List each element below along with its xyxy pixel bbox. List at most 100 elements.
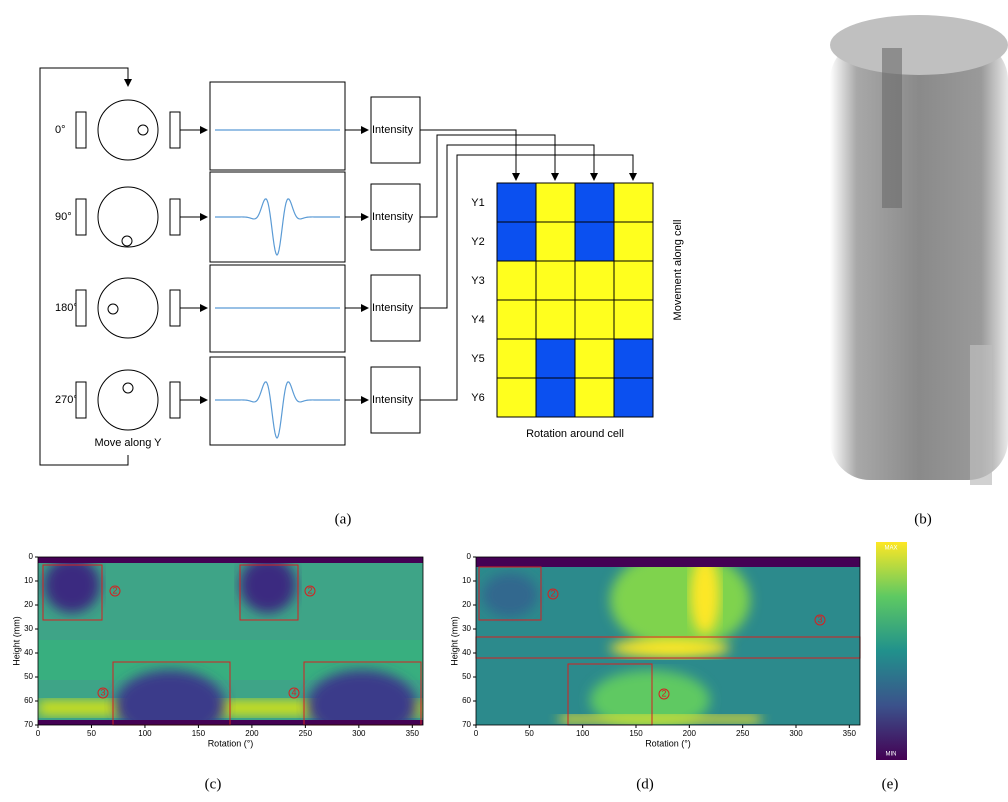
row-label: Y1 bbox=[471, 197, 484, 209]
grid-cell bbox=[575, 222, 614, 261]
y-tick-label: 30 bbox=[24, 624, 33, 633]
colorbar bbox=[876, 542, 907, 760]
detector bbox=[76, 290, 86, 326]
y-tick-label: 40 bbox=[462, 648, 471, 657]
x-axis-label: Rotation (°) bbox=[645, 738, 691, 748]
angle-label: 270° bbox=[55, 394, 78, 406]
y-tick-label: 50 bbox=[462, 672, 471, 681]
detector bbox=[76, 199, 86, 235]
object bbox=[108, 304, 118, 314]
grid-cell bbox=[497, 300, 536, 339]
x-tick-label: 300 bbox=[352, 729, 366, 738]
grid-cell bbox=[536, 261, 575, 300]
y-tick-label: 20 bbox=[462, 600, 471, 609]
cell bbox=[98, 100, 158, 160]
caption: (c) bbox=[205, 776, 222, 792]
x-tick-label: 350 bbox=[843, 729, 857, 738]
grid-cell bbox=[575, 261, 614, 300]
y-tick-label: 10 bbox=[24, 576, 33, 585]
x-tick-label: 100 bbox=[138, 729, 152, 738]
intensity-label: Intensity bbox=[372, 211, 413, 223]
row-label: Y5 bbox=[471, 353, 484, 365]
grid-cell bbox=[614, 339, 653, 378]
annotation: 2 bbox=[550, 588, 555, 598]
y-tick-label: 20 bbox=[24, 600, 33, 609]
grid-cell bbox=[536, 378, 575, 417]
y-tick-label: 60 bbox=[462, 696, 471, 705]
intensity-label: Intensity bbox=[372, 394, 413, 406]
y-tick-label: 10 bbox=[462, 576, 471, 585]
x-tick-label: 150 bbox=[629, 729, 643, 738]
x-tick-label: 150 bbox=[192, 729, 206, 738]
cylinder-image bbox=[830, 15, 1008, 485]
annotation: 3 bbox=[100, 687, 105, 697]
annotation: 2 bbox=[307, 585, 312, 595]
grid-cell bbox=[614, 261, 653, 300]
y-axis-label: Height (mm) bbox=[449, 616, 459, 666]
grid-cell bbox=[575, 300, 614, 339]
grid-cell bbox=[497, 183, 536, 222]
grid-cell bbox=[575, 339, 614, 378]
x-axis-label: Rotation (°) bbox=[208, 738, 254, 748]
colorbar-min: MIN bbox=[886, 752, 897, 758]
move-label: Move along Y bbox=[94, 437, 162, 449]
x-tick-label: 50 bbox=[87, 729, 96, 738]
object bbox=[123, 383, 133, 393]
annotation: 3 bbox=[817, 614, 822, 624]
x-tick-label: 0 bbox=[36, 729, 41, 738]
x-tick-label: 300 bbox=[789, 729, 803, 738]
grid-cell bbox=[614, 183, 653, 222]
grid-cell bbox=[536, 183, 575, 222]
grid-cell bbox=[497, 222, 536, 261]
signal-box bbox=[210, 357, 345, 445]
y-axis-label: Movement along cell bbox=[672, 220, 684, 321]
cell bbox=[98, 278, 158, 338]
annotation: 4 bbox=[291, 687, 296, 697]
detector bbox=[170, 382, 180, 418]
y-tick-label: 0 bbox=[467, 552, 472, 561]
angle-label: 90° bbox=[55, 211, 72, 223]
annotation: 2 bbox=[661, 688, 666, 698]
caption: (d) bbox=[636, 776, 654, 792]
cell bbox=[98, 370, 158, 430]
caption: (b) bbox=[914, 511, 932, 527]
angle-label: 180° bbox=[55, 302, 78, 314]
y-tick-label: 70 bbox=[24, 720, 33, 729]
grid-cell bbox=[575, 378, 614, 417]
grid-cell bbox=[497, 378, 536, 417]
x-tick-label: 200 bbox=[683, 729, 697, 738]
detector bbox=[170, 290, 180, 326]
x-tick-label: 100 bbox=[576, 729, 590, 738]
grid-cell bbox=[536, 300, 575, 339]
signal-box bbox=[210, 82, 345, 170]
grid-cell bbox=[614, 300, 653, 339]
row-label: Y4 bbox=[471, 314, 484, 326]
x-tick-label: 200 bbox=[245, 729, 259, 738]
caption: (a) bbox=[335, 511, 352, 527]
colorbar-max: MAX bbox=[884, 546, 897, 552]
grid-cell bbox=[536, 222, 575, 261]
x-tick-label: 250 bbox=[736, 729, 750, 738]
x-tick-label: 250 bbox=[299, 729, 313, 738]
y-tick-label: 40 bbox=[24, 648, 33, 657]
row-label: Y2 bbox=[471, 236, 484, 248]
x-tick-label: 0 bbox=[474, 729, 479, 738]
object bbox=[122, 236, 132, 246]
grid-cell bbox=[536, 339, 575, 378]
annotation: 2 bbox=[112, 585, 117, 595]
y-tick-label: 60 bbox=[24, 696, 33, 705]
cell bbox=[98, 187, 158, 247]
grid-cell bbox=[614, 222, 653, 261]
x-tick-label: 350 bbox=[406, 729, 420, 738]
heatmap-d bbox=[476, 550, 860, 730]
grid-cell bbox=[614, 378, 653, 417]
y-tick-label: 50 bbox=[24, 672, 33, 681]
intensity-label: Intensity bbox=[372, 124, 413, 136]
detector bbox=[76, 382, 86, 418]
y-tick-label: 30 bbox=[462, 624, 471, 633]
y-axis-label: Height (mm) bbox=[11, 616, 21, 666]
detector bbox=[170, 112, 180, 148]
angle-label: 0° bbox=[55, 124, 66, 136]
row-label: Y3 bbox=[471, 275, 484, 287]
intensity-label: Intensity bbox=[372, 302, 413, 314]
